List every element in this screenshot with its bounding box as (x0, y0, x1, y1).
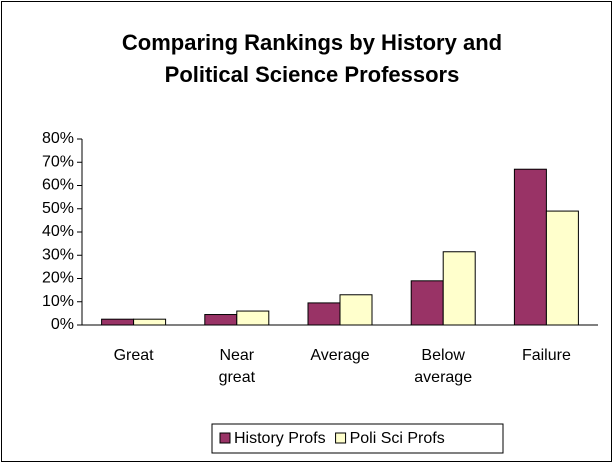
x-tick-label: Below average (414, 347, 473, 386)
x-tick-label: Great (113, 347, 154, 364)
chart-title: Political Science Professors (165, 62, 460, 87)
bar (101, 318, 135, 326)
legend-label: History Profs (234, 430, 326, 447)
y-tick-label: 80% (42, 130, 74, 147)
bar (339, 294, 373, 326)
bar (133, 318, 167, 326)
bar (545, 210, 579, 326)
chart-title: Comparing Rankings by History and (122, 30, 502, 55)
bar (410, 280, 444, 326)
legend-swatch (219, 432, 231, 444)
legend-swatch (335, 432, 347, 444)
bar (236, 310, 270, 326)
legend-label: Poli Sci Profs (350, 430, 445, 447)
y-tick-label: 70% (42, 153, 74, 170)
x-tick-label: Failure (521, 347, 571, 364)
y-tick-label: 10% (42, 293, 74, 310)
x-tick-label: Near great (218, 347, 256, 386)
bar (442, 251, 476, 326)
bar (307, 302, 341, 326)
y-tick-label: 30% (42, 246, 74, 263)
x-tick-label: Average (310, 347, 370, 364)
y-tick-label: 0% (51, 316, 74, 333)
y-tick-label: 20% (42, 270, 74, 287)
y-tick-label: 50% (42, 200, 74, 217)
legend-box (211, 423, 504, 454)
y-tick-label: 40% (42, 223, 74, 240)
bar (204, 314, 238, 326)
y-tick-label: 60% (42, 177, 74, 194)
bar (513, 168, 547, 326)
